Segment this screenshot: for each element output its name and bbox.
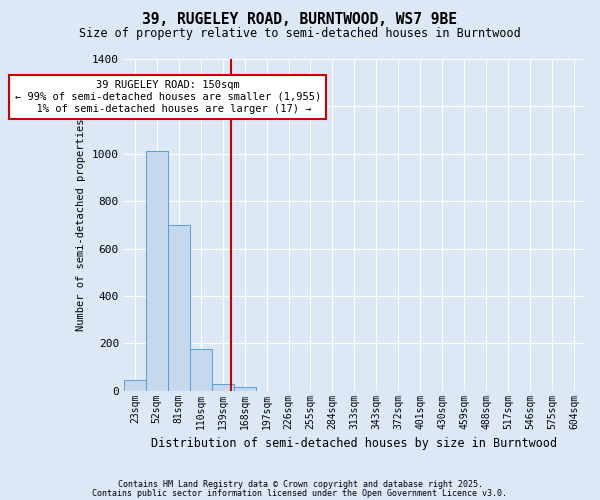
Bar [190,349,212,391]
Bar [146,152,168,390]
Text: Contains HM Land Registry data © Crown copyright and database right 2025.: Contains HM Land Registry data © Crown c… [118,480,482,489]
X-axis label: Distribution of semi-detached houses by size in Burntwood: Distribution of semi-detached houses by … [151,437,557,450]
Text: 39, RUGELEY ROAD, BURNTWOOD, WS7 9BE: 39, RUGELEY ROAD, BURNTWOOD, WS7 9BE [143,12,458,28]
Text: Size of property relative to semi-detached houses in Burntwood: Size of property relative to semi-detach… [79,28,521,40]
Bar [124,380,146,390]
Y-axis label: Number of semi-detached properties: Number of semi-detached properties [76,118,86,331]
Bar [233,386,256,390]
Bar [212,384,233,390]
Text: 39 RUGELEY ROAD: 150sqm
← 99% of semi-detached houses are smaller (1,955)
  1% o: 39 RUGELEY ROAD: 150sqm ← 99% of semi-de… [14,80,321,114]
Text: Contains public sector information licensed under the Open Government Licence v3: Contains public sector information licen… [92,488,508,498]
Bar [168,225,190,390]
